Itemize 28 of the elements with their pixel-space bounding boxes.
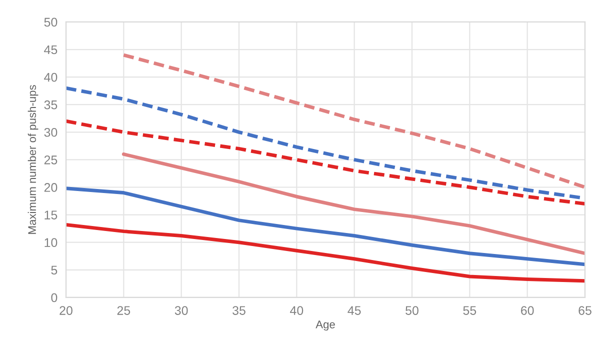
y-tick-label: 5 [51,266,58,275]
y-tick-label: 25 [44,156,58,164]
x-tick-label: 60 [521,306,534,315]
x-axis-title: Age [316,320,335,331]
y-tick-label: 40 [44,72,58,82]
y-tick-label: 45 [44,45,58,54]
x-tick-label: 65 [578,306,592,315]
line-series [122,152,585,256]
x-tick-label: 55 [463,306,476,315]
x-tick-label: 35 [232,306,246,315]
y-axis-title: Maximum number of push-ups [28,85,38,234]
x-tick-label: 50 [406,306,418,315]
line-series [122,53,585,189]
y-tick-label: 35 [44,100,58,110]
x-tick-label: 30 [174,306,188,315]
x-tick-label: 20 [60,306,72,315]
line-series [66,186,585,266]
y-tick-label: 20 [44,183,58,192]
y-tick-label: 10 [44,238,58,247]
y-tick-label: 15 [44,210,58,220]
x-tick-label: 40 [290,306,304,315]
line-series [66,119,585,206]
x-tick-label: 25 [117,306,130,315]
line-series [66,222,585,283]
y-tick-label: 30 [44,128,58,137]
x-tick-label: 45 [348,306,361,315]
y-tick-label: 50 [44,18,58,27]
y-tick-label: 0 [51,293,58,302]
